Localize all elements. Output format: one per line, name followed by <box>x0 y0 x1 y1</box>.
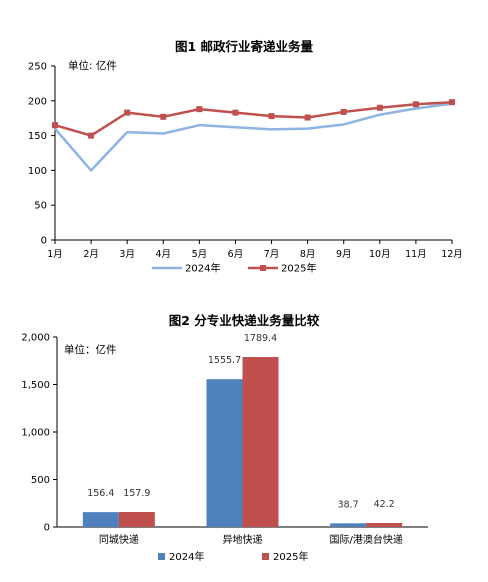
chart-title: 图1 邮政行业寄递业务量 <box>174 39 314 54</box>
legend-label: 2024年 <box>185 262 220 275</box>
x-tick-label: 6月 <box>228 249 244 260</box>
y-tick-label: 100 <box>28 166 47 177</box>
series-line-2024 <box>54 102 453 172</box>
series-line-2025 <box>54 100 453 137</box>
data-label: 1555.7 <box>208 355 241 366</box>
bar-2025 <box>118 511 155 527</box>
bar-chart-panel: 图2 分专业快递业务量比较 单位：亿件 0 500 1,000 1,500 2,000 同… <box>0 300 488 582</box>
x-tick-label: 同城快递 <box>99 533 139 546</box>
bar-chart: 0 500 1,000 1,500 2,000 同城快递 156.4 157.9 异地快递 155… <box>21 333 428 563</box>
y-tick-label: 150 <box>28 131 47 142</box>
x-tick-label: 11月 <box>405 249 427 260</box>
data-point-marker <box>52 122 58 129</box>
chart-title: 图2 分专业快递业务量比较 <box>168 313 320 328</box>
x-tick-label: 4月 <box>155 249 171 260</box>
data-point-marker <box>376 104 383 111</box>
unit-label: 单位：亿件 <box>64 344 117 356</box>
data-label: 1789.4 <box>244 333 277 344</box>
data-label: 157.9 <box>123 488 150 499</box>
bar-2024 <box>206 379 243 527</box>
x-tick-label: 国际/港澳台快递 <box>329 533 402 546</box>
data-point-marker <box>268 113 275 120</box>
x-tick-label: 异地快递 <box>223 533 263 546</box>
bar-2024 <box>330 523 367 527</box>
legend-marker <box>260 265 266 271</box>
legend-label: 2025年 <box>273 550 308 563</box>
data-point-marker <box>449 99 455 106</box>
unit-label: 单位: 亿件 <box>68 60 117 72</box>
line-chart-panel: 图1 邮政行业寄递业务量 单位: 亿件 0 50 100 150 200 250 1月 2月 3… <box>0 0 488 290</box>
data-point-marker <box>88 132 95 139</box>
y-tick-label: 50 <box>34 201 47 212</box>
y-tick-label: 2,000 <box>21 333 50 344</box>
legend-swatch <box>158 553 165 560</box>
x-tick-label: 12月 <box>441 249 463 260</box>
x-tick-label: 2月 <box>83 249 99 260</box>
legend-label: 2024年 <box>169 550 204 563</box>
y-tick-label: 0 <box>44 523 50 534</box>
bar-2025 <box>242 357 279 527</box>
data-label: 156.4 <box>87 488 114 499</box>
x-tick-label: 3月 <box>119 249 135 260</box>
data-point-marker <box>124 109 131 116</box>
x-tick-label: 7月 <box>264 249 280 260</box>
line-chart: 0 50 100 150 200 250 1月 2月 3月 4月 5月 6月 7月 8月 9月 10月 11月 1… <box>28 62 463 275</box>
bar-2025 <box>366 522 403 527</box>
x-tick-label: 9月 <box>336 249 352 260</box>
x-tick-label: 8月 <box>300 249 316 260</box>
bar-2024 <box>82 512 119 527</box>
y-tick-label: 500 <box>31 475 50 486</box>
x-tick-label: 10月 <box>369 249 391 260</box>
data-label: 42.2 <box>374 499 395 510</box>
data-point-marker <box>412 101 419 108</box>
x-tick-label: 5月 <box>192 249 208 260</box>
data-point-marker <box>340 108 347 115</box>
y-tick-label: 0 <box>41 236 47 247</box>
y-tick-label: 1,000 <box>21 428 50 439</box>
legend-label: 2025年 <box>281 262 316 275</box>
legend-swatch <box>262 553 269 560</box>
y-tick-label: 1,500 <box>21 380 50 391</box>
x-tick-label: 1月 <box>47 249 63 260</box>
data-point-marker <box>160 113 167 120</box>
data-point-marker <box>196 106 203 113</box>
y-tick-label: 200 <box>28 96 47 107</box>
y-tick-label: 250 <box>28 62 47 73</box>
data-point-marker <box>304 114 311 121</box>
data-point-marker <box>232 109 239 116</box>
data-label: 38.7 <box>338 499 359 510</box>
